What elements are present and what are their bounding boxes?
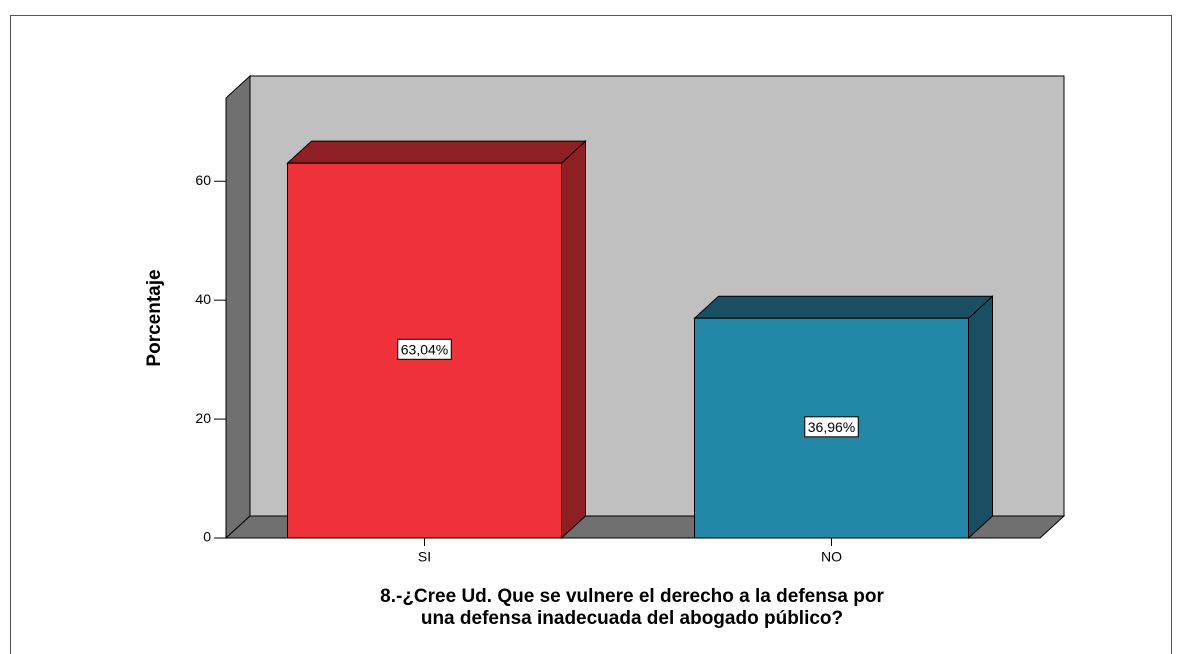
value-label: 63,04%	[401, 341, 448, 357]
y-tick-label: 60	[195, 172, 211, 188]
x-axis-label: una defensa inadecuada del abogado públi…	[421, 608, 843, 629]
bar-side	[561, 140, 586, 540]
bar-top	[286, 140, 587, 164]
y-tick-label: 0	[203, 529, 211, 545]
x-tick-label: SI	[418, 549, 431, 565]
bar-top	[693, 295, 994, 319]
value-label-box	[397, 338, 452, 360]
x-axis-label: 8.-¿Cree Ud. Que se vulnere el derecho a…	[380, 586, 884, 607]
y-tick-label: 20	[195, 410, 211, 426]
value-label-box	[804, 416, 859, 438]
left-wall	[225, 74, 251, 540]
bar-side	[968, 295, 993, 540]
y-axis-label: Porcentaje	[144, 269, 165, 366]
x-tick-label: NO	[821, 549, 842, 565]
y-tick-label: 40	[195, 291, 211, 307]
value-label: 36,96%	[808, 419, 855, 435]
